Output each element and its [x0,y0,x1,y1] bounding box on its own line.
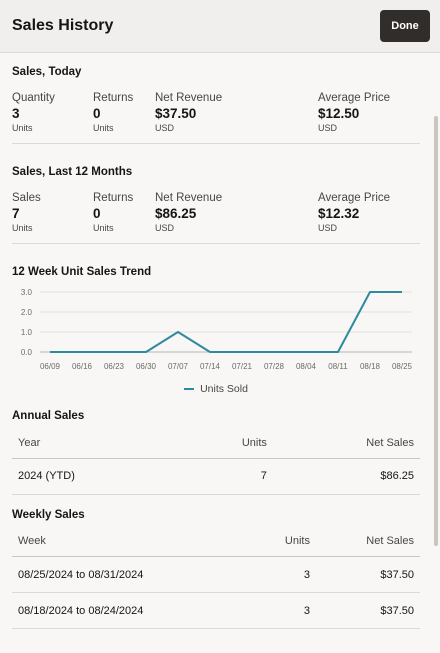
column-header-week[interactable]: Week [12,526,252,557]
cell-week: 08/18/2024 to 08/24/2024 [12,592,252,629]
stat-value: $12.32 [318,206,360,221]
trend-chart: 0.0 1.0 2.0 3.0 06/09 06/16 06/23 06/30 07/07 07/… [12,286,420,406]
today-returns: Returns 0 Units [93,92,155,133]
cell-year: 2024 (YTD) [12,458,182,495]
last12-net-revenue: Net Revenue $86.25 USD [155,192,318,233]
today-net-revenue: Net Revenue $37.50 USD [155,92,318,133]
x-tick-label: 08/18 [360,362,381,371]
y-tick-label: 1.0 [21,328,33,337]
stat-label: Returns [93,192,134,204]
x-tick-label: 06/09 [40,362,61,371]
stat-label: Quantity [12,92,55,104]
today-quantity: Quantity 3 Units [12,92,93,133]
today-section-title: Sales, Today [12,66,82,78]
last12-sales: Sales 7 Units [12,192,93,233]
cell-units: 3 [251,556,316,593]
table-row[interactable]: 08/18/2024 to 08/24/2024 3 $37.50 [12,592,420,629]
column-header-net-sales[interactable]: Net Sales [272,428,420,459]
x-tick-label: 06/23 [104,362,125,371]
x-tick-label: 06/30 [136,362,157,371]
legend-swatch [184,388,195,390]
stat-value: 7 [12,206,20,221]
stat-unit: Units [93,223,114,233]
stat-value: $37.50 [155,106,197,121]
x-tick-label: 07/14 [200,362,221,371]
stat-value: 0 [93,206,101,221]
cell-units: 7 [181,458,273,495]
stat-unit: Units [12,123,33,133]
x-tick-label: 08/04 [296,362,317,371]
last12-returns: Returns 0 Units [93,192,155,233]
x-tick-label: 08/25 [392,362,413,371]
x-tick-label: 07/21 [232,362,253,371]
cell-week: 08/25/2024 to 08/31/2024 [12,556,252,593]
column-header-units[interactable]: Units [251,526,316,557]
cell-net-sales: $37.50 [315,556,420,593]
stat-value: $86.25 [155,206,197,221]
weekly-sales-table: Week Units Net Sales 08/25/2024 to 08/31… [12,526,420,629]
cell-net-sales: $86.25 [272,458,420,495]
vertical-scrollbar[interactable] [434,116,438,546]
table-header-row: Year Units Net Sales [12,428,420,459]
x-tick-label: 08/11 [328,362,348,371]
last12-average-price: Average Price $12.32 USD [318,192,420,233]
stat-label: Sales [12,192,41,204]
weekly-section-title: Weekly Sales [12,508,85,521]
trend-section-title: 12 Week Unit Sales Trend [12,266,152,278]
annual-sales-table: Year Units Net Sales 2024 (YTD) 7 $86.25 [12,428,420,495]
stat-value: 3 [12,106,20,121]
y-tick-label: 3.0 [21,288,33,297]
today-stats: Quantity 3 Units Returns 0 Units Net Rev… [12,92,420,144]
stat-label: Average Price [318,92,391,104]
stat-label: Net Revenue [155,192,223,204]
x-tick-label: 07/07 [168,362,189,371]
today-average-price: Average Price $12.50 USD [318,92,420,133]
stat-unit: USD [318,223,338,233]
column-header-net-sales[interactable]: Net Sales [315,526,420,557]
stat-label: Average Price [318,192,391,204]
scroll-area[interactable]: Sales, Today Quantity 3 Units Returns 0 … [0,54,440,653]
y-tick-label: 2.0 [21,308,33,317]
table-header-row: Week Units Net Sales [12,526,420,557]
stat-unit: USD [155,123,175,133]
table-row[interactable]: 2024 (YTD) 7 $86.25 [12,458,420,495]
series-line-units-sold [50,291,402,353]
cell-units: 3 [251,592,316,629]
stat-unit: Units [12,223,33,233]
column-header-year[interactable]: Year [12,428,182,459]
stat-unit: Units [93,123,114,133]
page-title: Sales History [12,17,114,34]
annual-section-title: Annual Sales [12,410,85,422]
chart-legend: Units Sold [12,383,420,395]
last12-section-title: Sales, Last 12 Months [12,166,133,178]
stat-unit: USD [155,223,175,233]
x-tick-label: 07/28 [264,362,285,371]
stat-value: $12.50 [318,106,360,121]
x-tick-label: 06/16 [72,362,93,371]
stat-label: Returns [93,92,134,104]
stat-unit: USD [318,123,338,133]
stat-label: Net Revenue [155,92,223,104]
done-button[interactable]: Done [380,10,430,42]
column-header-units[interactable]: Units [181,428,273,459]
table-row[interactable]: 08/25/2024 to 08/31/2024 3 $37.50 [12,556,420,593]
trend-chart-svg: 0.0 1.0 2.0 3.0 06/09 06/16 06/23 06/30 07/07 07/… [21,288,413,371]
header-bar: Sales History Done [0,0,440,53]
legend-label: Units Sold [200,383,248,395]
y-tick-label: 0.0 [21,348,33,357]
cell-net-sales: $37.50 [315,592,420,629]
stat-value: 0 [93,106,101,121]
last12-stats: Sales 7 Units Returns 0 Units Net Revenu… [12,192,420,244]
